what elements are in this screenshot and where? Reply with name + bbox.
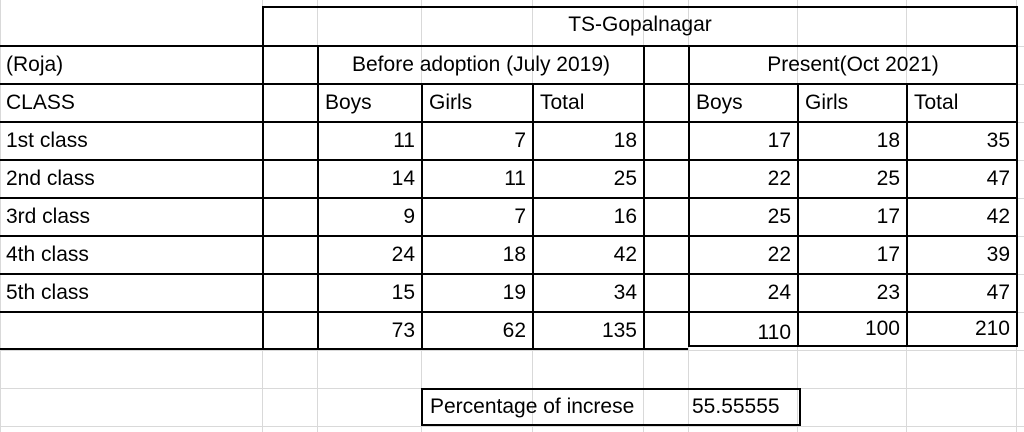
before-girls-header: Girls — [429, 91, 473, 114]
before-total-cell: 42 — [613, 243, 637, 266]
percentage-value: 55.55555 — [692, 395, 780, 418]
before-boys-cell: 9 — [403, 205, 415, 228]
before-girls-cell: 11 — [504, 167, 526, 190]
present-girls-total: 100 — [864, 317, 900, 340]
class-label: 3rd class — [6, 205, 91, 228]
present-girls-cell: 25 — [876, 167, 900, 190]
sheet-title: TS-Gopalnagar — [568, 13, 712, 36]
present-header: Present(Oct 2021) — [767, 53, 939, 76]
before-total-header: Total — [540, 91, 585, 114]
before-boys-cell: 15 — [391, 281, 415, 304]
present-total-cell: 47 — [986, 281, 1010, 304]
before-total-cell: 16 — [613, 205, 637, 228]
before-girls-total: 62 — [502, 319, 526, 342]
present-girls-cell: 23 — [876, 281, 900, 304]
present-boys-cell: 22 — [767, 243, 791, 266]
before-boys-cell: 24 — [391, 243, 415, 266]
class-label: 4th class — [6, 243, 89, 266]
present-boys-header: Boys — [696, 91, 743, 114]
before-grand-total: 135 — [601, 319, 637, 342]
class-label: 5th class — [6, 281, 89, 304]
present-boys-total: 110 — [757, 321, 791, 344]
before-boys-cell: 14 — [391, 167, 415, 190]
present-grand-total: 210 — [974, 317, 1010, 340]
before-boys-header: Boys — [325, 91, 372, 114]
before-girls-cell: 18 — [502, 243, 526, 266]
present-boys-cell: 24 — [767, 281, 791, 304]
present-total-cell: 39 — [986, 243, 1010, 266]
present-total-cell: 42 — [986, 205, 1010, 228]
before-adoption-header: Before adoption (July 2019) — [352, 53, 610, 76]
before-total-cell: 18 — [613, 129, 637, 152]
present-boys-cell: 22 — [767, 167, 791, 190]
class-label: 2nd class — [6, 167, 95, 190]
group-label: (Roja) — [6, 53, 64, 76]
present-girls-cell: 17 — [876, 243, 900, 266]
present-total-cell: 35 — [986, 129, 1010, 152]
class-label: 1st class — [6, 129, 88, 152]
before-girls-cell: 19 — [502, 281, 526, 304]
present-girls-header: Girls — [805, 91, 849, 114]
percentage-label: Percentage of increse — [430, 395, 635, 418]
class-header: CLASS — [6, 91, 75, 114]
present-boys-cell: 17 — [767, 129, 791, 152]
present-girls-cell: 17 — [876, 205, 900, 228]
before-total-cell: 25 — [613, 167, 637, 190]
present-girls-cell: 18 — [876, 129, 900, 152]
present-boys-cell: 25 — [767, 205, 791, 228]
present-total-cell: 47 — [986, 167, 1010, 190]
before-girls-cell: 7 — [514, 205, 526, 228]
before-boys-cell: 11 — [393, 129, 415, 152]
before-girls-cell: 7 — [514, 129, 526, 152]
before-total-cell: 34 — [613, 281, 637, 304]
present-total-header: Total — [914, 91, 959, 114]
before-boys-total: 73 — [391, 319, 415, 342]
